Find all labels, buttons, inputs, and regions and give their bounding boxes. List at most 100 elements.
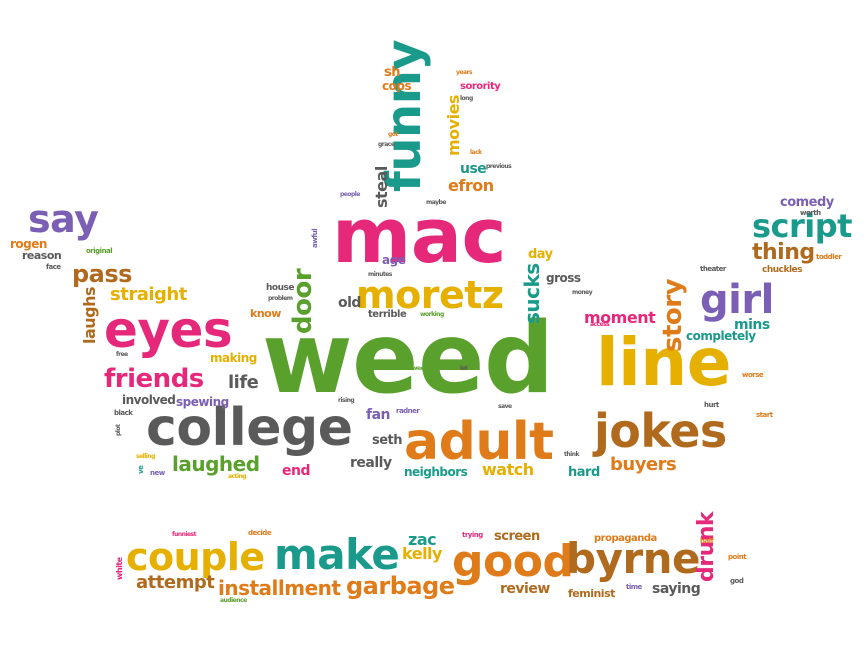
word: radner	[396, 407, 420, 415]
word: making	[210, 351, 257, 365]
word: moretz	[356, 273, 504, 317]
word: white	[115, 557, 124, 580]
word: previous	[486, 163, 512, 170]
word: selling	[136, 453, 155, 460]
word: comedy	[780, 195, 834, 210]
word: really	[350, 455, 392, 471]
word: plot	[115, 424, 122, 436]
word: toddler	[816, 253, 842, 261]
word: adult	[404, 412, 554, 472]
word: maybe	[426, 199, 446, 206]
word: couple	[126, 535, 265, 579]
word: screen	[494, 529, 540, 544]
word: installment	[218, 576, 341, 600]
word: straight	[110, 284, 187, 305]
word: funniest	[172, 531, 197, 538]
word: minutes	[368, 271, 392, 278]
word: rising	[338, 397, 355, 404]
word: saying	[652, 581, 701, 597]
word: sorority	[460, 81, 501, 92]
word: problem	[268, 295, 293, 302]
word: age	[382, 253, 406, 267]
word: worse	[742, 371, 764, 379]
word: college	[146, 398, 353, 458]
word: fan	[366, 407, 391, 423]
word: garbage	[346, 572, 455, 600]
word: grace	[378, 141, 395, 148]
word: original	[86, 247, 113, 255]
word: point	[728, 553, 747, 561]
word: friends	[104, 364, 204, 394]
word: time	[626, 583, 642, 591]
word: years	[456, 69, 473, 76]
word: drunk	[694, 511, 719, 582]
word: weed	[262, 302, 554, 416]
word: long	[460, 95, 473, 102]
word: attempt	[136, 572, 215, 593]
word: laughs	[80, 286, 99, 344]
word: sh	[384, 65, 401, 80]
word: watch	[482, 460, 534, 479]
word: buyers	[610, 454, 677, 475]
word: chuckles	[762, 265, 803, 275]
word: rogen	[10, 237, 47, 251]
word: use	[460, 161, 487, 177]
word: cops	[382, 79, 412, 93]
word: got	[388, 131, 398, 138]
word: access	[590, 321, 610, 328]
word: girl	[700, 277, 774, 323]
word: working	[420, 311, 444, 318]
word: black	[114, 409, 133, 417]
word: money	[572, 289, 593, 296]
word: mac	[332, 191, 507, 280]
word: free	[116, 351, 128, 358]
word: ve	[137, 465, 145, 474]
word: gross	[546, 271, 581, 285]
word: awful	[311, 228, 319, 248]
word: story	[658, 278, 688, 352]
word: save	[498, 403, 512, 410]
word: terrible	[368, 309, 407, 320]
word: worth	[800, 209, 821, 217]
word: weed	[412, 365, 428, 372]
word: house	[266, 283, 294, 293]
word: decide	[248, 529, 272, 537]
word: kelly	[402, 544, 442, 563]
word: let	[460, 365, 468, 372]
word: day	[528, 247, 553, 262]
word: people	[340, 191, 360, 198]
word: neighbors	[404, 465, 468, 479]
word: eyes	[104, 301, 233, 359]
word: steal	[372, 166, 391, 208]
word: audience	[220, 597, 247, 604]
word: start	[756, 411, 773, 419]
word: thing	[752, 240, 815, 265]
word: byrne	[566, 534, 701, 583]
word: god	[730, 577, 744, 585]
word: new	[150, 469, 165, 477]
word: life	[228, 372, 259, 393]
word: spewing	[176, 395, 229, 409]
word: acting	[228, 473, 247, 480]
word: moment	[584, 308, 656, 327]
word: hard	[568, 465, 600, 480]
word: movies	[444, 95, 463, 156]
word: feminist	[568, 587, 615, 600]
word: mins	[734, 317, 770, 333]
word: lack	[470, 149, 482, 156]
word: door	[288, 268, 318, 334]
word: script	[752, 207, 852, 245]
word: laughed	[172, 452, 260, 476]
word: pass	[72, 260, 132, 288]
word: half	[700, 537, 714, 545]
word: sucks	[520, 263, 544, 324]
word: jokes	[594, 404, 727, 458]
word: efron	[448, 176, 494, 195]
word: old	[338, 295, 361, 311]
word: hurt	[704, 401, 719, 409]
word: trying	[462, 531, 483, 539]
word: face	[46, 263, 61, 271]
word: make	[274, 530, 400, 579]
word: good	[452, 536, 574, 587]
